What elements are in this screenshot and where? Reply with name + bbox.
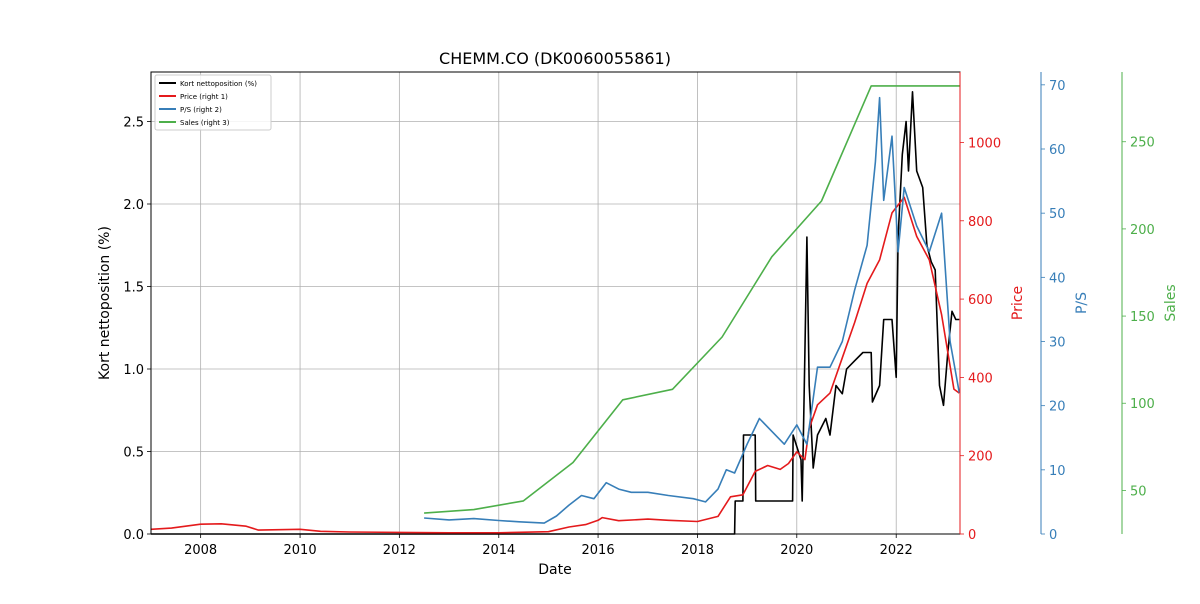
axes-layer: 2008 2010 2012 2014 2016 2018 2020 20220.00.51.… [123, 71, 1155, 558]
y-tick-label-left: 0.5 [123, 446, 144, 461]
legend-label: Kort nettoposition (%) [180, 80, 257, 88]
y-tick-label-left: 0.0 [123, 528, 144, 543]
price-axis-tick-label: 400 [968, 371, 993, 386]
series-line-1 [150, 196, 960, 534]
x-tick-label: 2010 [284, 543, 317, 558]
y-axis-label-price: Price [1010, 286, 1026, 320]
x-tick-label: 2014 [482, 543, 515, 558]
ps-axis-tick-label: 60 [1049, 143, 1066, 158]
y-tick-label-left: 1.0 [123, 363, 144, 378]
ps-axis-tick-label: 0 [1049, 528, 1057, 543]
sales-axis-tick-label: 150 [1130, 310, 1155, 325]
x-tick-label: 2022 [880, 543, 913, 558]
series-line-0 [151, 91, 960, 535]
legend-label: P/S (right 2) [180, 106, 222, 114]
x-tick-label: 2012 [383, 543, 416, 558]
y-axis-label-sales: Sales [1163, 284, 1179, 321]
x-tick-label: 2008 [184, 543, 217, 558]
y-axis-label-left: Kort nettoposition (%) [97, 226, 113, 380]
sales-axis-tick-label: 50 [1130, 484, 1147, 499]
legend-box [154, 74, 272, 131]
chart-title: CHEMM.CO (DK0060055861) [439, 49, 671, 68]
y-tick-label-left: 1.5 [123, 281, 144, 296]
price-axis-tick-label: 1000 [968, 136, 1001, 151]
grid-layer [151, 72, 960, 535]
series-line-2 [424, 96, 961, 524]
sales-axis-tick-label: 200 [1130, 223, 1155, 238]
y-tick-label-left: 2.5 [123, 116, 144, 131]
ps-axis-tick-label: 20 [1049, 400, 1066, 415]
legend-label: Sales (right 3) [180, 119, 230, 127]
x-tick-label: 2018 [681, 543, 714, 558]
ps-axis-tick-label: 40 [1049, 271, 1066, 286]
legend: Kort nettoposition (%) Price (right 1) P/S… [154, 74, 272, 131]
ps-axis-tick-label: 10 [1049, 464, 1066, 479]
series-line-3 [424, 85, 960, 514]
legend-label: Price (right 1) [180, 93, 228, 101]
x-tick-label: 2020 [780, 543, 813, 558]
x-axis-label: Date [538, 562, 571, 578]
ps-axis-tick-label: 50 [1049, 207, 1066, 222]
price-axis-tick-label: 200 [968, 450, 993, 465]
x-tick-label: 2016 [582, 543, 615, 558]
ps-axis-tick-label: 30 [1049, 336, 1066, 351]
data-layer [150, 85, 961, 535]
price-axis-tick-label: 800 [968, 215, 993, 230]
plot-frame [150, 71, 961, 535]
ps-axis-tick-label: 70 [1049, 79, 1066, 94]
y-axis-label-ps: P/S [1074, 292, 1090, 314]
price-axis-tick-label: 600 [968, 293, 993, 308]
sales-axis-tick-label: 250 [1130, 136, 1155, 151]
y-tick-label-left: 2.0 [123, 198, 144, 213]
sales-axis-tick-label: 100 [1130, 397, 1155, 412]
price-axis-tick-label: 0 [968, 528, 976, 543]
